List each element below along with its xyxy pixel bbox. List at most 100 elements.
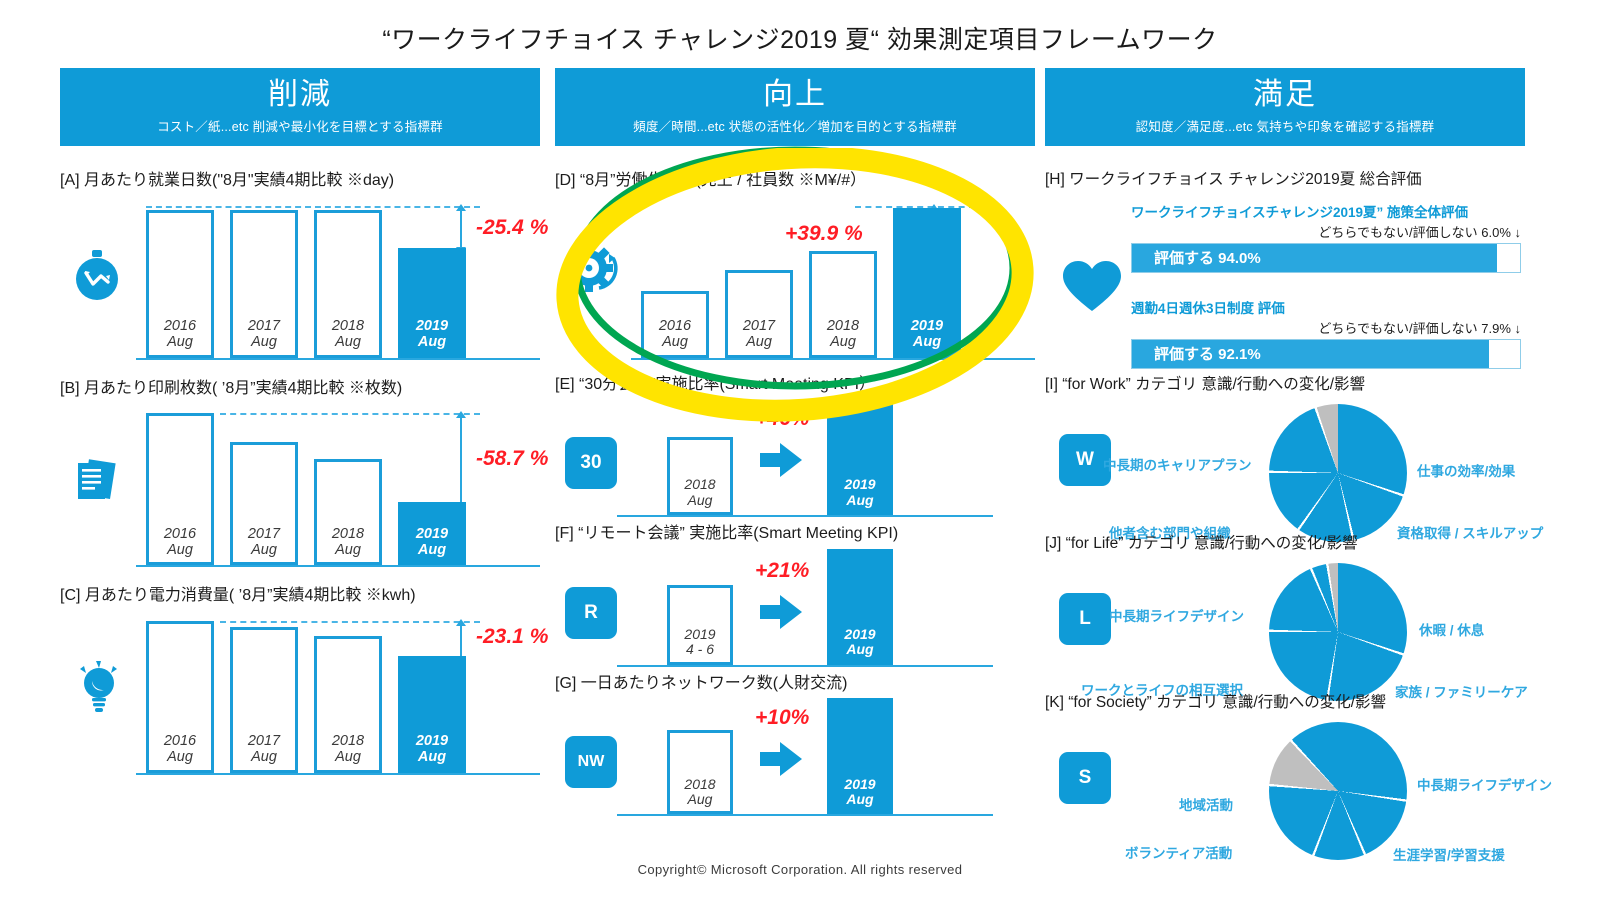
heart-icon xyxy=(1061,259,1123,320)
bar-label: 2016 Aug xyxy=(163,318,197,350)
chart-I: [I] “for Work” カテゴリ 意識/行動への変化/影響 W 仕事の効率… xyxy=(1045,375,1543,548)
column-reduction: 削減 コスト／紙...etc 削減や最小化を目標とする指標群 [A] 月あたり就… xyxy=(60,68,548,775)
chart-C-axis xyxy=(136,772,540,775)
bar-label: 2017 Aug xyxy=(247,318,281,350)
chart-F-title: [F] “リモート会議” 実施比率(Smart Meeting KPI) xyxy=(555,525,899,543)
chart-H-plot: ワークライフチョイスチャレンジ2019夏” 施策全体評価 どちらでもない/評価し… xyxy=(1045,201,1525,391)
sat-note: どちらでもない/評価しない 7.9% ↓ xyxy=(1318,320,1521,336)
chart-B-reference-line xyxy=(220,413,480,416)
chart-F-delta-label: +21% xyxy=(755,558,810,582)
pie-label-family: 家族 / ファミリーケア xyxy=(1395,684,1528,700)
chart-C: [C] 月あたり電力消費量( ’8月”実績4期比較 ※kwh) xyxy=(60,585,548,775)
bar-label: 2017 Aug xyxy=(742,318,776,350)
chart-F-axis xyxy=(617,664,993,667)
chart-I-plot: W 仕事の効率/効果 資格取得 / スキルアップ 他者含む部門や組織 中長期のキ… xyxy=(1045,398,1543,548)
chart-J-title: [J] “for Life” カテゴリ 意識/行動への変化/影響 xyxy=(1045,534,1358,552)
chart-K-title: [K] “for Society” カテゴリ 意識/行動への変化/影響 xyxy=(1045,693,1387,711)
chart-A-delta-label: -25.4 % xyxy=(476,215,549,239)
chart-J-plot: L 休暇 / 休息 家族 / ファミリーケア ワークとライフの相互選択 中長期ラ… xyxy=(1045,557,1528,707)
bar-label: 2018 Aug xyxy=(826,318,860,350)
bar-label: 2017 Aug xyxy=(247,733,281,766)
bar-2018: 2018 Aug xyxy=(314,209,382,358)
column-header-title: 向上 xyxy=(763,78,827,112)
bar-2017: 2017 Aug xyxy=(230,209,298,358)
bar-2018: 2018 Aug xyxy=(667,437,733,516)
pie-label-qualification: 資格取得 / スキルアップ xyxy=(1397,525,1544,541)
badge-R: R xyxy=(565,586,617,639)
chart-K: [K] “for Society” カテゴリ 意識/行動への変化/影響 S 中長… xyxy=(1045,693,1552,866)
gear-icon xyxy=(563,240,625,303)
pie-label-life-design: 中長期ライフデザイン xyxy=(1417,777,1552,793)
chart-C-bars: 2016 Aug 2017 Aug 2018 Aug 2019 Aug xyxy=(146,618,476,773)
bar-2016: 2016 Aug xyxy=(641,290,709,358)
chart-A-reference-line xyxy=(146,205,480,208)
chart-A-title: [A] 月あたり就業日数("8月"実績4期比較 ※day) xyxy=(60,172,395,189)
bar-label: 2018 Aug xyxy=(331,525,365,558)
chart-E: [E] “30分会議”実施比率(Smart Meeting KPI） 30 20… xyxy=(555,374,1035,518)
chart-E-delta-label: +46% xyxy=(755,407,810,431)
bar-label: 2019 Aug xyxy=(415,525,449,558)
bar-label: 2019 Aug xyxy=(844,626,876,658)
bar-label: 2018 Aug xyxy=(331,733,365,766)
badge-S: S xyxy=(1059,751,1111,804)
chart-D-plot: +39.9 % 2016 Aug 2017 Aug 2018 Aug 2019 Aug xyxy=(555,200,1035,360)
chart-C-title: [C] 月あたり電力消費量( ’8月”実績4期比較 ※kwh) xyxy=(60,587,416,605)
pie-label-life-design: 中長期ライフデザイン xyxy=(1109,608,1244,624)
bar-2018: 2018 Aug xyxy=(314,635,382,773)
sat-progress-fill: 評価する 92.1% xyxy=(1132,339,1490,368)
pie-K xyxy=(1269,721,1407,860)
chart-I-title: [I] “for Work” カテゴリ 意識/行動への変化/影響 xyxy=(1045,375,1366,393)
column-header-reduction: 削減 コスト／紙...etc 削減や最小化を目標とする指標群 xyxy=(60,68,540,146)
bar-2019: 2019 Aug xyxy=(827,698,893,815)
chart-G-plot: NW 2018 Aug +10% 2019 Aug xyxy=(555,698,1035,817)
pie-label-work-life: ワークとライフの相互選択 xyxy=(1081,682,1243,698)
pie-label-career-plan: 中長期のキャリアプラン xyxy=(1103,457,1252,473)
pie-label-community: 地域活動 xyxy=(1179,797,1233,813)
sat-heading: ワークライフチョイスチャレンジ2019夏” 施策全体評価 xyxy=(1131,204,1468,220)
sat-progress-bar: 評価する 94.0% xyxy=(1131,242,1521,273)
pie-label-volunteer: ボランティア活動 xyxy=(1125,845,1233,861)
bar-label: 2016 Aug xyxy=(658,318,692,350)
sat-progress-bar: 評価する 92.1% xyxy=(1131,338,1521,369)
chart-A-axis xyxy=(136,357,540,360)
chart-A-bars: 2016 Aug 2017 Aug 2018 Aug 2019 Aug xyxy=(146,203,476,358)
chart-F: [F] “リモート会議” 実施比率(Smart Meeting KPI) R 2… xyxy=(555,523,1035,667)
pie-label-rest: 休暇 / 休息 xyxy=(1419,622,1485,638)
sat-block-overall: ワークライフチョイスチャレンジ2019夏” 施策全体評価 どちらでもない/評価し… xyxy=(1131,201,1521,273)
chart-D: [D] “8月”労働生産性(売上 / 社員数 ※M¥/#） xyxy=(555,170,1035,360)
chart-A-plot: -25.4 % 2016 Aug 2017 Aug 2018 Aug 2019 Aug xyxy=(60,200,548,360)
chart-B-title: [B] 月あたり印刷枚数( ’8月”実績4期比較 ※枚数) xyxy=(60,379,403,397)
copyright-text: Copyright© Microsoft Corporation. All ri… xyxy=(637,862,963,877)
chart-G-axis xyxy=(617,814,993,817)
bar-label: 2018 Aug xyxy=(684,476,716,508)
page-title: “ワークライフチョイス チャレンジ2019 夏“ 効果測定項目フレームワーク xyxy=(382,26,1218,54)
sat-block-4day: 週勤4日週休3日制度 評価 どちらでもない/評価しない 7.9% ↓ 評価する … xyxy=(1131,297,1521,369)
bar-2017: 2017 Aug xyxy=(230,626,298,773)
bar-label: 2018 Aug xyxy=(684,775,716,807)
right-arrow-icon xyxy=(760,443,802,482)
chart-H: [H] ワークライフチョイス チャレンジ2019夏 総合評価 ワークライフチョイ… xyxy=(1045,170,1525,391)
sat-heading: 週勤4日週休3日制度 評価 xyxy=(1131,300,1285,316)
bar-label: 2019 4 - 6 xyxy=(684,626,716,658)
chart-D-title: [D] “8月”労働生産性(売上 / 社員数 ※M¥/#） xyxy=(555,172,867,189)
bar-label: 2016 Aug xyxy=(163,525,197,558)
column-header-subtitle: 認知度／満足度...etc 気持ちや印象を確認する指標群 xyxy=(1135,119,1435,134)
stopwatch-icon xyxy=(70,248,124,307)
bar-label: 2019 Aug xyxy=(910,318,944,350)
chart-G-delta-label: +10% xyxy=(755,706,810,730)
chart-G: [G] 一日あたりネットワーク数(人財交流) NW 2018 Aug +10% 2… xyxy=(555,673,1035,817)
bar-2019-q1: 2019 4 - 6 xyxy=(667,584,733,665)
chart-C-plot: -23.1 % 2016 Aug 2017 Aug 2018 Aug 2019 Aug xyxy=(60,615,548,775)
pie-label-department: 他者含む部門や組織 xyxy=(1109,525,1231,541)
chart-B-axis xyxy=(136,565,540,568)
chart-K-plot: S 中長期ライフデザイン 生涯学習/学習支援 ボランティア活動 地域活動 xyxy=(1045,716,1552,866)
bar-2019: 2019 Aug xyxy=(827,548,893,665)
pie-J xyxy=(1269,562,1407,701)
pie-I xyxy=(1269,403,1407,542)
sat-progress-fill: 評価する 94.0% xyxy=(1132,243,1497,272)
chart-G-title: [G] 一日あたりネットワーク数(人財交流) xyxy=(555,674,848,692)
column-satisfaction: 満足 認知度／満足度...etc 気持ちや印象を確認する指標群 [H] ワークラ… xyxy=(1045,68,1552,866)
column-header-title: 満足 xyxy=(1253,78,1317,112)
badge-W: W xyxy=(1059,433,1111,486)
